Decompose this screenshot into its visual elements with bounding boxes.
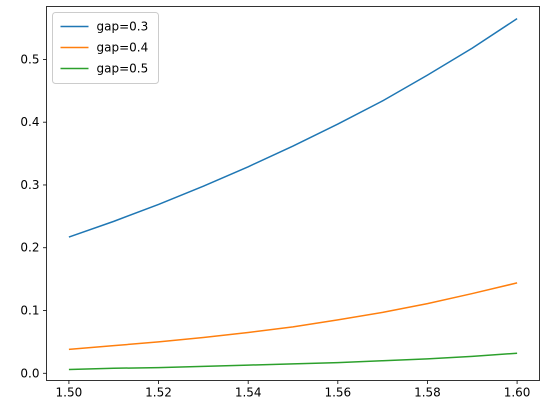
legend-label: gap=0.5 xyxy=(97,62,149,76)
x-axis-ticks: 1.50 1.52 1.54 1.56 1.58 1.60 xyxy=(56,380,531,400)
plot-frame xyxy=(46,6,540,381)
x-tick-label: 1.58 xyxy=(414,386,441,400)
x-tick-label: 1.52 xyxy=(145,386,172,400)
y-tick-label: 0.5 xyxy=(20,52,39,66)
y-tick-label: 0.4 xyxy=(20,115,39,129)
x-tick-label: 1.60 xyxy=(504,386,531,400)
x-tick-label: 1.54 xyxy=(235,386,262,400)
y-tick-label: 0.1 xyxy=(20,304,39,318)
legend-box xyxy=(52,12,159,84)
legend: gap=0.3 gap=0.4 gap=0.5 xyxy=(52,12,159,84)
series-line-1 xyxy=(68,17,518,238)
x-tick-label: 1.50 xyxy=(56,386,83,400)
series-line-2 xyxy=(68,282,518,351)
series-line-3 xyxy=(68,352,518,371)
y-tick-label: 0.3 xyxy=(20,178,39,192)
legend-label: gap=0.3 xyxy=(97,20,149,34)
legend-label: gap=0.4 xyxy=(97,41,149,55)
y-tick-label: 0.2 xyxy=(20,241,39,255)
y-axis-ticks: 0.0 0.1 0.2 0.3 0.4 0.5 xyxy=(20,52,47,380)
series-lines xyxy=(68,17,518,371)
x-tick-label: 1.56 xyxy=(324,386,351,400)
y-tick-label: 0.0 xyxy=(20,366,39,380)
